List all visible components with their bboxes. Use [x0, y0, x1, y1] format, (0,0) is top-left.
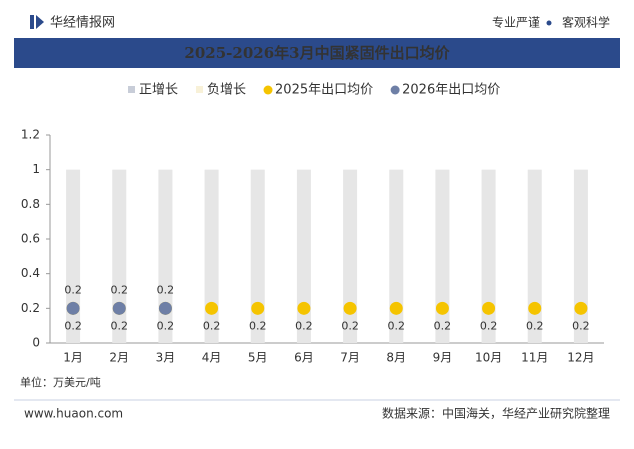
data-label: 0.2	[157, 283, 175, 296]
logo	[30, 15, 34, 29]
x-tick-label: 8月	[386, 351, 406, 365]
y-tick-label: 0.6	[21, 232, 40, 246]
bar	[204, 169, 219, 343]
bar	[112, 169, 127, 343]
brand: 华经情报网	[50, 16, 115, 31]
data-label: 0.2	[526, 319, 544, 332]
data-label: 0.2	[249, 319, 267, 332]
y-tick-label: 1	[32, 162, 40, 176]
legend-label: 正增长	[139, 83, 178, 98]
point	[205, 301, 219, 315]
data-label: 0.2	[157, 319, 175, 332]
point	[297, 301, 311, 315]
point	[482, 301, 496, 315]
legend-swatch	[263, 85, 273, 95]
data-label: 0.2	[203, 319, 221, 332]
data-label: 0.2	[572, 319, 590, 332]
data-label: 0.2	[64, 283, 82, 296]
x-tick-label: 12月	[567, 351, 594, 365]
point	[343, 301, 357, 315]
x-tick-label: 1月	[63, 351, 83, 365]
point	[158, 301, 172, 315]
y-tick-label: 0.2	[21, 301, 40, 315]
point	[66, 301, 80, 315]
point	[528, 301, 542, 315]
logo	[36, 15, 44, 29]
x-tick-label: 3月	[156, 351, 176, 365]
unit: 单位：万美元/吨	[20, 375, 101, 389]
legend-swatch	[196, 86, 204, 93]
data-label: 0.2	[434, 319, 452, 332]
legend-label: 2026年出口均价	[402, 83, 500, 98]
x-tick-label: 11月	[521, 351, 548, 365]
y-tick-label: 0.8	[21, 197, 40, 211]
title-bar	[14, 38, 620, 68]
bar	[527, 169, 542, 343]
bar	[435, 169, 450, 343]
y-tick-label: 0	[32, 336, 40, 350]
x-tick-label: 4月	[202, 351, 222, 365]
data-label: 0.2	[111, 319, 129, 332]
slogan: 专业严谨	[492, 15, 540, 30]
x-tick-label: 5月	[248, 351, 268, 365]
bar	[389, 169, 404, 343]
x-tick-label: 2月	[109, 351, 129, 365]
point	[435, 301, 449, 315]
x-tick-label: 9月	[433, 351, 453, 365]
x-tick-label: 10月	[475, 351, 502, 365]
dot	[546, 20, 552, 26]
legend-label: 负增长	[207, 83, 246, 98]
x-tick-label: 7月	[340, 351, 360, 365]
point	[112, 301, 126, 315]
data-label: 0.2	[64, 319, 82, 332]
bar	[250, 169, 265, 343]
data-label: 0.2	[111, 283, 129, 296]
y-tick-label: 0.4	[21, 266, 40, 280]
data-label: 0.2	[295, 319, 313, 332]
bar	[66, 169, 81, 343]
data-label: 0.2	[480, 319, 498, 332]
bar	[343, 169, 358, 343]
chart-title: 2025-2026年3月中国紧固件出口均价	[184, 44, 450, 62]
website: www.huaon.com	[24, 407, 123, 421]
data-label: 0.2	[341, 319, 359, 332]
legend-label: 2025年出口均价	[275, 83, 373, 98]
source: 数据来源：中国海关，华经产业研究院整理	[382, 406, 610, 421]
y-tick-label: 1.2	[21, 128, 40, 142]
bar	[481, 169, 496, 343]
bar	[296, 169, 311, 343]
legend-swatch	[128, 86, 135, 93]
point	[574, 301, 588, 315]
legend-swatch	[390, 85, 400, 95]
point	[389, 301, 403, 315]
bar	[573, 169, 588, 343]
data-label: 0.2	[388, 319, 406, 332]
point	[251, 301, 265, 315]
x-tick-label: 6月	[294, 351, 314, 365]
bar	[158, 169, 173, 343]
slogan: 客观科学	[562, 15, 610, 30]
